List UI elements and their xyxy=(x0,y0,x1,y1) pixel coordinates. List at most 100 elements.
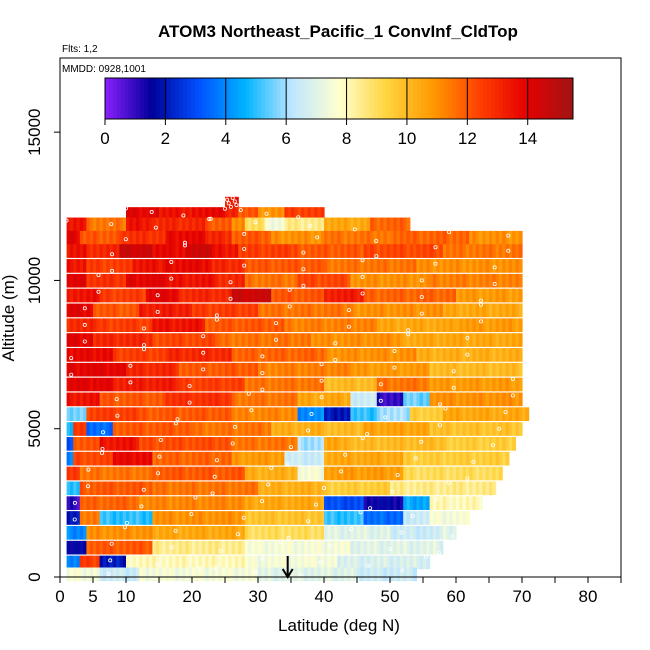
heatmap-cell xyxy=(228,392,233,407)
heatmap-cell xyxy=(244,567,249,582)
heatmap-cell xyxy=(274,244,279,258)
heatmap-cell xyxy=(505,392,510,407)
heatmap-cell xyxy=(198,451,203,466)
heatmap-cell xyxy=(502,348,507,362)
x-axis-tick-label: 10 xyxy=(117,587,136,606)
heatmap-cell xyxy=(258,217,262,232)
heatmap-cell xyxy=(310,362,315,377)
heatmap-cell xyxy=(195,273,200,288)
heatmap-cell xyxy=(215,333,219,347)
colorbar-tick-label: 4 xyxy=(221,129,230,148)
heatmap-cell xyxy=(244,259,249,273)
heatmap-cell xyxy=(360,333,365,347)
heatmap-cell xyxy=(126,407,130,422)
heatmap-cell xyxy=(83,481,87,496)
heatmap-cell xyxy=(446,362,450,377)
heatmap-cell xyxy=(126,303,130,318)
heatmap-cell xyxy=(165,303,170,318)
heatmap-cell xyxy=(274,207,279,221)
heatmap-cell xyxy=(271,362,276,377)
heatmap-cell xyxy=(267,207,272,221)
heatmap-cell xyxy=(330,511,335,525)
heatmap-cell xyxy=(502,259,507,273)
heatmap-cell xyxy=(201,437,206,451)
heatmap-cell xyxy=(340,362,345,377)
heatmap-cell xyxy=(261,333,266,347)
heatmap-cell xyxy=(459,230,464,245)
heatmap-cell xyxy=(310,525,315,540)
heatmap-cell xyxy=(380,555,384,570)
heatmap-cell xyxy=(241,392,246,407)
heatmap-cell xyxy=(281,230,285,245)
heatmap-cell xyxy=(452,407,457,422)
heatmap-cell xyxy=(251,318,256,333)
heatmap-cell xyxy=(393,451,398,466)
heatmap-cell xyxy=(258,318,262,333)
heatmap-cell xyxy=(188,259,193,273)
heatmap-cell xyxy=(353,230,358,245)
heatmap-cell xyxy=(409,318,414,333)
heatmap-cell xyxy=(386,288,391,303)
heatmap-cell xyxy=(380,230,384,245)
heatmap-cell xyxy=(380,540,384,555)
heatmap-cell xyxy=(188,437,193,451)
heatmap-cell xyxy=(234,303,239,318)
heatmap-cell xyxy=(383,377,388,392)
heatmap-cell xyxy=(267,288,272,303)
heatmap-cell xyxy=(409,230,414,245)
heatmap-cell xyxy=(126,244,130,258)
heatmap-cell xyxy=(96,362,101,377)
sample-point xyxy=(141,326,146,331)
heatmap-cell xyxy=(310,567,315,582)
heatmap-cell xyxy=(149,540,153,555)
heatmap-cell xyxy=(413,407,417,422)
heatmap-cell xyxy=(86,525,91,540)
heatmap-cell xyxy=(324,451,328,466)
heatmap-cell xyxy=(403,422,408,436)
heatmap-cell xyxy=(515,392,520,407)
colorbar-swatch xyxy=(144,78,149,119)
heatmap-cell xyxy=(294,496,299,510)
heatmap-cell xyxy=(248,407,252,422)
heatmap-cell xyxy=(201,362,206,377)
heatmap-cell xyxy=(139,496,144,510)
heatmap-cell xyxy=(314,288,318,303)
heatmap-cell xyxy=(297,392,302,407)
heatmap-cell xyxy=(248,259,252,273)
heatmap-cell xyxy=(149,466,153,481)
heatmap-cell xyxy=(251,303,256,318)
heatmap-cell xyxy=(208,230,213,245)
heatmap-cell xyxy=(201,348,206,362)
heatmap-cell xyxy=(291,333,295,347)
heatmap-cell xyxy=(185,207,190,221)
heatmap-cell xyxy=(192,567,196,582)
heatmap-cell xyxy=(159,496,163,510)
sample-point xyxy=(406,332,411,337)
heatmap-cell xyxy=(142,392,147,407)
heatmap-cell xyxy=(294,230,299,245)
heatmap-cell xyxy=(403,288,408,303)
heatmap-cell xyxy=(383,407,388,422)
heatmap-cell xyxy=(409,273,414,288)
heatmap-cell xyxy=(370,362,375,377)
heatmap-cell xyxy=(429,481,434,496)
heatmap-cell xyxy=(439,511,444,525)
y-axis-label: Altitude (m) xyxy=(0,275,18,362)
heatmap-cell xyxy=(350,567,355,582)
heatmap-cell xyxy=(446,496,450,510)
heatmap-cell xyxy=(432,496,437,510)
heatmap-cell xyxy=(452,244,457,258)
heatmap-cell xyxy=(330,230,335,245)
heatmap-cell xyxy=(192,481,196,496)
heatmap-cell xyxy=(264,540,269,555)
sample-points xyxy=(64,195,515,582)
heatmap-cell xyxy=(363,217,368,232)
heatmap-cell xyxy=(116,422,120,436)
heatmap-cell xyxy=(175,466,180,481)
heatmap-cell xyxy=(294,207,299,221)
heatmap-cell xyxy=(363,303,368,318)
heatmap-cell xyxy=(442,422,447,436)
heatmap-cell xyxy=(429,288,434,303)
heatmap-cell xyxy=(376,496,381,510)
heatmap-cell xyxy=(66,230,71,245)
